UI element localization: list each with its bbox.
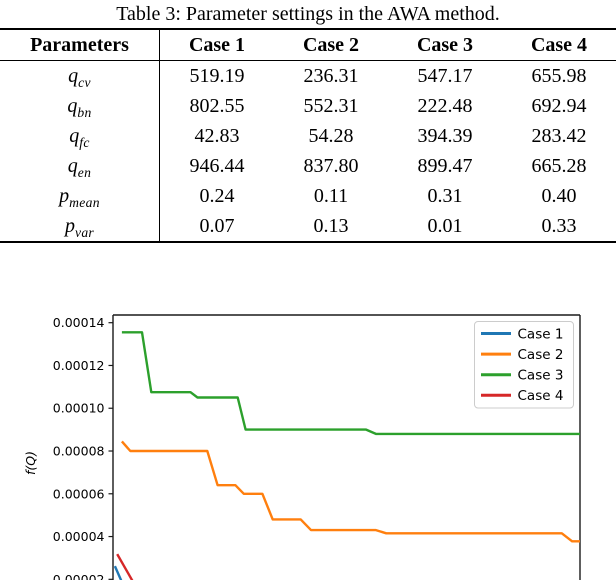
- table-value: 0.07: [199, 215, 235, 237]
- y-tick-label: 0.00012: [53, 358, 105, 373]
- param-symbol: qfc: [0, 121, 160, 151]
- convergence-figure-section: 0.00014 0.00012 0.00010 0.00008 0.00006 0.000…: [0, 280, 616, 580]
- table-value: 222.48: [417, 95, 473, 117]
- table-value: 0.11: [313, 185, 349, 207]
- table-value: 236.31: [303, 65, 359, 87]
- series-line-case-2: [120, 440, 580, 543]
- y-tick-label: 0.00006: [53, 486, 105, 501]
- y-tick-label: 0.00004: [53, 529, 105, 544]
- table-value: 802.55: [189, 95, 245, 117]
- column-header-case2: Case 2: [274, 30, 388, 61]
- table-value: 42.83: [194, 125, 240, 147]
- param-symbol: pvar: [0, 211, 160, 241]
- table-value: 899.47: [417, 155, 473, 177]
- legend-label: Case 4: [518, 388, 564, 404]
- table-value: 837.80: [303, 155, 359, 177]
- column-header-case3: Case 3: [388, 30, 502, 61]
- y-tick-label: 0.00010: [53, 401, 105, 416]
- table-value: 552.31: [303, 95, 359, 117]
- table-value: 0.24: [199, 185, 235, 207]
- param-symbol: qcv: [0, 61, 160, 91]
- column-header-parameters: Parameters: [0, 30, 160, 61]
- table-value: 655.98: [531, 65, 587, 87]
- legend-label: Case 1: [518, 326, 564, 342]
- param-symbol: qbn: [0, 91, 160, 121]
- y-tick-label: 0.00002: [53, 572, 105, 580]
- parameter-table: Parameters Case 1 Case 2 Case 3 Case 4 q…: [0, 28, 616, 243]
- chart-legend: Case 1 Case 2 Case 3 Case 4: [474, 321, 574, 409]
- y-axis-label: f(Q): [23, 451, 38, 475]
- table-value: 665.28: [531, 155, 587, 177]
- legend-box: [474, 321, 574, 409]
- table-value: 0.13: [313, 215, 349, 237]
- table-value: 0.01: [427, 215, 463, 237]
- table-value: 547.17: [417, 65, 473, 87]
- table-value: 0.31: [427, 185, 463, 207]
- table-value: 0.33: [541, 215, 577, 237]
- table-value: 54.28: [308, 125, 354, 147]
- y-tick-label: 0.00008: [53, 444, 105, 459]
- table-value: 692.94: [531, 95, 587, 117]
- table-value: 519.19: [189, 65, 245, 87]
- series-line-case-3: [121, 331, 580, 436]
- table-title: Table 3: Parameter settings in the AWA m…: [116, 3, 500, 25]
- line-chart: 0.00014 0.00012 0.00010 0.00008 0.00006 0.000…: [23, 314, 581, 580]
- table-value: 283.42: [531, 125, 587, 147]
- column-header-case1: Case 1: [160, 30, 274, 61]
- table-value: 394.39: [417, 125, 473, 147]
- y-tick-label: 0.00014: [53, 315, 105, 330]
- table-value: 946.44: [189, 155, 245, 177]
- param-symbol: pmean: [0, 181, 160, 211]
- column-header-case4: Case 4: [502, 30, 616, 61]
- legend-label: Case 2: [518, 347, 564, 363]
- param-symbol: qen: [0, 151, 160, 181]
- series-line-case-1: [113, 565, 123, 580]
- table-value: 0.40: [541, 185, 577, 207]
- legend-label: Case 3: [518, 368, 564, 384]
